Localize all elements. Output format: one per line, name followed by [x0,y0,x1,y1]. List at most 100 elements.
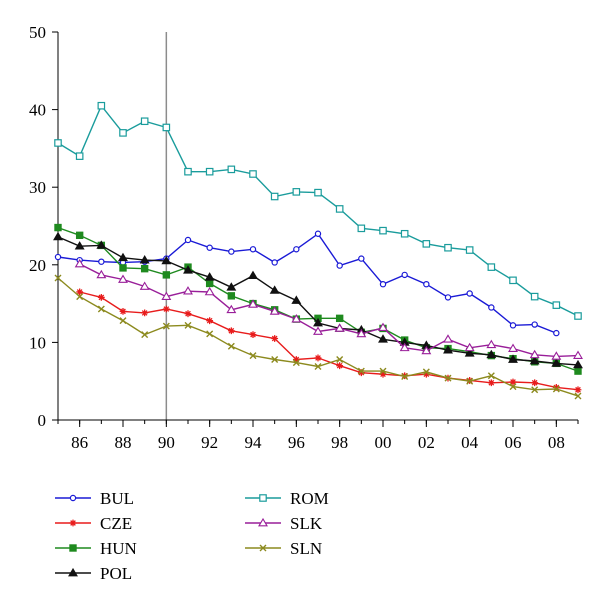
data-point-sln [119,317,127,325]
data-point-rom [487,263,496,271]
x-tick-label: 86 [71,433,88,452]
legend-item-cze: CZE [55,514,132,533]
data-point-bul [358,255,365,262]
series-line-slk [79,263,579,358]
data-point-cze [271,335,279,342]
data-point-rom [249,170,257,178]
data-point-pol [464,348,475,357]
data-point-sln [271,355,279,363]
data-point-slk [96,269,107,279]
data-point-bul [466,290,473,297]
data-point-pol [74,241,85,250]
data-point-bul [314,230,322,237]
data-point-cze [119,307,127,315]
series-cze [76,288,582,394]
data-point-slk [226,304,237,314]
data-point-rom [465,246,474,254]
data-point-sln [574,392,582,400]
legend-item-sln: SLN [245,539,322,558]
data-point-slk [118,274,128,283]
data-point-sln [357,367,365,375]
data-point-pol [291,295,302,304]
data-point-sln [336,355,344,363]
data-point-rom [400,229,409,238]
legend-marker [259,494,267,502]
data-point-sln [314,362,322,370]
y-tick-label: 0 [38,411,47,430]
data-point-pol [96,240,107,249]
data-point-sln [509,383,517,391]
data-point-cze [574,386,582,394]
legend-item-pol: POL [55,564,132,583]
data-point-cze [292,356,300,363]
data-point-rom [552,301,561,309]
data-point-slk [313,326,323,335]
x-tick-label: 88 [115,433,132,452]
legend-label-rom: ROM [290,489,329,508]
data-point-slk [204,286,215,296]
data-point-sln [97,305,105,313]
series-layer [53,101,583,400]
data-point-rom [54,139,62,147]
x-tick-label: 02 [418,433,435,452]
data-point-rom [140,117,149,126]
x-tick-label: 96 [288,433,305,452]
data-point-hun [54,223,62,232]
data-point-bul [206,244,213,251]
data-point-slk [74,258,85,268]
series-line-rom [57,104,579,317]
series-slk [74,258,583,360]
data-point-cze [531,379,539,387]
data-point-sln [141,331,149,339]
legend-marker [69,544,77,552]
data-point-rom [227,165,236,174]
data-point-sln [401,373,409,381]
data-point-sln [249,352,257,360]
series-hun [54,223,582,375]
legend-label-sln: SLN [290,539,322,558]
data-point-pol [313,317,323,327]
data-point-bul [531,321,538,328]
data-point-sln [444,374,452,382]
data-point-pol [139,255,150,264]
data-point-rom [422,240,431,248]
data-point-slk [529,349,540,359]
data-point-hun [205,279,214,288]
data-point-cze [162,305,170,313]
legend-item-bul: BUL [55,489,134,508]
series-line-sln [57,277,579,397]
legend-item-hun: HUN [55,539,137,558]
series-line-hun [57,226,579,372]
data-point-sln [552,385,560,393]
data-point-pol [443,345,453,354]
data-point-hun [119,264,127,272]
data-point-sln [162,322,170,330]
data-point-rom [530,292,539,301]
legend-label-pol: POL [100,564,132,583]
legend-marker [69,519,77,527]
data-point-rom [335,205,344,213]
legend: BUL CZE HUN POL ROM SLK SLN [55,489,329,583]
x-tick-label: 90 [158,433,175,452]
data-point-hun [574,367,582,375]
data-point-sln [184,321,192,329]
data-point-bul [488,304,495,311]
legend-marker [69,494,77,502]
y-tick-label: 30 [29,178,46,197]
data-point-bul [509,322,517,329]
data-point-slk [508,343,518,352]
data-point-slk [486,339,497,349]
data-point-rom [75,152,84,160]
data-point-slk [269,306,280,315]
data-point-bul [379,281,387,288]
data-point-bul [444,294,452,301]
series-line-cze [79,291,579,391]
data-point-pol [248,270,258,280]
y-tick-label: 10 [29,333,46,352]
data-point-sln [54,274,62,282]
legend-marker [258,517,268,527]
x-tick-label: 00 [375,433,392,452]
data-point-cze [422,370,430,378]
data-point-cze [184,310,192,318]
data-point-cze [141,309,149,317]
